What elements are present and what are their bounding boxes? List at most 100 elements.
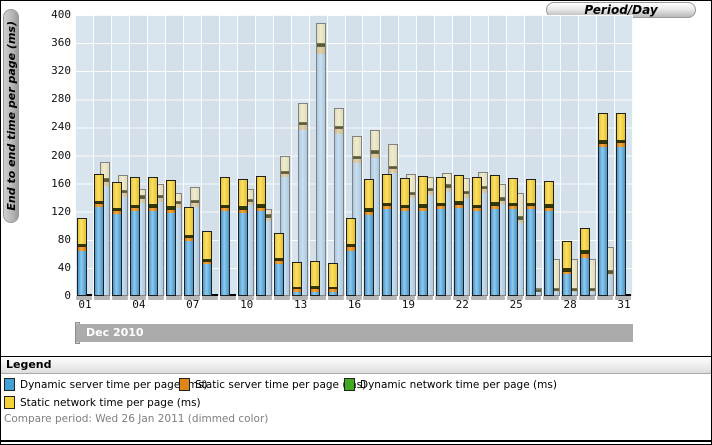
dynamic_network-segment [550, 289, 559, 290]
bar-current-day-26[interactable] [525, 179, 536, 296]
bar-current-day-04[interactable] [130, 176, 141, 296]
bar-current-day-17[interactable] [363, 179, 374, 296]
panel-bottom-border [1, 440, 711, 442]
bar-compare-day-13[interactable] [298, 102, 309, 296]
day-group-11 [255, 15, 274, 300]
dynamic_server-segment [388, 173, 397, 296]
static_server-segment [364, 210, 373, 215]
dynamic_network-segment [137, 196, 146, 198]
static_network-segment [490, 176, 499, 204]
bar-current-day-20[interactable] [417, 175, 428, 296]
day-group-13 [291, 15, 310, 300]
static_network-segment [77, 219, 86, 246]
dynamic_server-segment [562, 274, 571, 295]
x-label-22: 22 [455, 298, 469, 311]
static_server-segment [586, 289, 595, 292]
period-selector-bar[interactable]: Dec 2010 [76, 324, 633, 342]
static_network-segment [472, 177, 481, 206]
static_server-segment [95, 203, 104, 208]
bar-compare-day-14[interactable] [316, 23, 327, 296]
static_server-segment [293, 288, 302, 293]
dynamic_server-segment [263, 220, 272, 295]
static_network-segment [454, 176, 463, 203]
static_server-segment [101, 180, 110, 186]
x-label-13: 13 [293, 298, 308, 311]
x-label-31: 31 [617, 298, 631, 311]
static_server-segment [460, 193, 469, 199]
dynamic_network-segment [293, 287, 302, 289]
dynamic_network-segment [472, 205, 481, 208]
dynamic_network-segment [353, 156, 362, 159]
dynamic_server-segment [490, 209, 499, 295]
bar-current-day-08[interactable] [202, 230, 213, 296]
bar-current-day-06[interactable] [166, 180, 177, 296]
static_network-segment [568, 260, 577, 289]
dynamic_server-segment [382, 209, 391, 295]
bar-current-day-16[interactable] [346, 218, 357, 296]
static_network-segment [113, 182, 122, 209]
dynamic_network-segment [95, 201, 104, 204]
bar-current-day-27[interactable] [543, 180, 554, 296]
bar-current-day-15[interactable] [328, 262, 339, 296]
day-group-30 [597, 15, 616, 300]
dynamic_network-segment [263, 215, 272, 217]
bar-current-day-29[interactable] [579, 227, 590, 296]
dynamic_network-segment [329, 287, 338, 289]
dynamic_server-segment [119, 196, 128, 295]
static_network-segment [370, 131, 379, 152]
bar-current-day-28[interactable] [561, 241, 572, 296]
static_server-segment [562, 270, 571, 275]
bar-current-day-10[interactable] [238, 179, 249, 296]
dynamic_server-segment [418, 211, 427, 295]
static_server-segment [616, 142, 625, 148]
dynamic_network-segment [281, 171, 290, 174]
bar-current-day-23[interactable] [471, 176, 482, 296]
day-group-15 [327, 15, 346, 300]
dynamic_network-segment [173, 202, 182, 204]
bar-current-day-18[interactable] [381, 174, 392, 296]
bar-compare-zero-day-31 [621, 294, 632, 296]
bar-base [309, 296, 326, 300]
dynamic_network-segment [406, 192, 415, 195]
bar-current-day-22[interactable] [453, 175, 464, 296]
bar-base [327, 296, 344, 300]
bar-current-day-01[interactable] [76, 218, 87, 296]
bar-current-day-24[interactable] [489, 175, 500, 296]
bar-current-day-09[interactable] [220, 176, 231, 296]
bar-compare-day-16[interactable] [352, 135, 363, 296]
bar-current-day-25[interactable] [507, 177, 518, 296]
bar-current-day-13[interactable] [292, 262, 303, 296]
bar-current-day-31[interactable] [615, 112, 626, 296]
dynamic_server-segment [311, 291, 320, 295]
dynamic_server-segment [245, 205, 254, 295]
dynamic_server-segment [317, 54, 326, 295]
static_server-segment [544, 206, 553, 211]
bar-current-day-02[interactable] [94, 173, 105, 296]
static_server-segment [526, 205, 535, 210]
dynamic_server-segment [275, 264, 284, 295]
bar-base [507, 296, 524, 300]
static_server-segment [388, 168, 397, 174]
bar-current-day-21[interactable] [435, 176, 446, 296]
bar-compare-day-26[interactable] [531, 287, 542, 296]
dynamic_server-segment [293, 292, 302, 295]
bar-compare-day-12[interactable] [280, 156, 291, 296]
bar-current-day-14[interactable] [310, 260, 321, 296]
bar-current-day-19[interactable] [399, 177, 410, 296]
bar-current-day-12[interactable] [274, 232, 285, 296]
dynamic_network-segment [113, 208, 122, 211]
dynamic_network-segment [185, 235, 194, 238]
static_network-segment [382, 175, 391, 204]
static_server-segment [275, 260, 284, 265]
bar-current-day-30[interactable] [597, 112, 608, 296]
bar-current-day-05[interactable] [148, 177, 159, 296]
dynamic_network-segment [478, 186, 487, 188]
static_network-segment [508, 178, 517, 204]
static_server-segment [508, 205, 517, 210]
bar-current-day-07[interactable] [184, 207, 195, 296]
dynamic_server-segment [131, 211, 140, 295]
bar-current-day-11[interactable] [256, 175, 267, 296]
bar-current-day-03[interactable] [112, 181, 123, 296]
bar-compare-day-15[interactable] [334, 107, 345, 296]
dynamic_network-segment [490, 203, 499, 205]
